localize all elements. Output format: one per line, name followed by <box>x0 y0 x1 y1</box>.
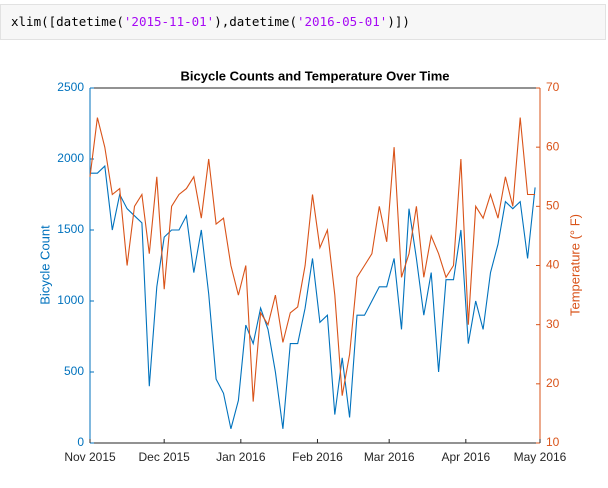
y2-tick-label: 50 <box>546 199 560 213</box>
code-token: '2016-05-01' <box>297 14 388 29</box>
code-token: )]) <box>387 14 410 29</box>
y-tick-label: 500 <box>64 364 84 378</box>
y-tick-label: 1500 <box>57 222 84 236</box>
x-tick-label: May 2016 <box>514 450 567 464</box>
chart-title: Bicycle Counts and Temperature Over Time <box>181 68 450 83</box>
y-axis-label: Bicycle Count <box>37 225 52 305</box>
code-token: xlim([datetime( <box>11 14 124 29</box>
x-tick-label: Jan 2016 <box>216 450 266 464</box>
x-tick-label: Dec 2015 <box>138 450 190 464</box>
series-line <box>90 164 536 429</box>
x-tick-label: Feb 2016 <box>292 450 343 464</box>
y2-tick-label: 20 <box>546 376 560 390</box>
code-token: ),datetime( <box>214 14 297 29</box>
x-tick-label: Nov 2015 <box>64 450 116 464</box>
code-cell[interactable]: xlim([datetime('2015-11-01'),datetime('2… <box>0 4 606 40</box>
x-tick-label: Apr 2016 <box>441 450 490 464</box>
y2-tick-label: 60 <box>546 139 560 153</box>
y-tick-label: 1000 <box>57 293 84 307</box>
x-tick-label: Mar 2016 <box>364 450 415 464</box>
series-line <box>89 117 536 402</box>
y-tick-label: 2000 <box>57 151 84 165</box>
code-token: '2015-11-01' <box>123 14 215 29</box>
y-tick-label: 0 <box>77 435 84 449</box>
y2-tick-label: 10 <box>546 435 560 449</box>
y2-axis-label: Temperature (° F) <box>567 214 582 316</box>
y2-tick-label: 40 <box>546 258 560 272</box>
y2-tick-label: 30 <box>546 317 560 331</box>
y2-tick-label: 70 <box>546 80 560 94</box>
y-tick-label: 2500 <box>57 80 84 94</box>
